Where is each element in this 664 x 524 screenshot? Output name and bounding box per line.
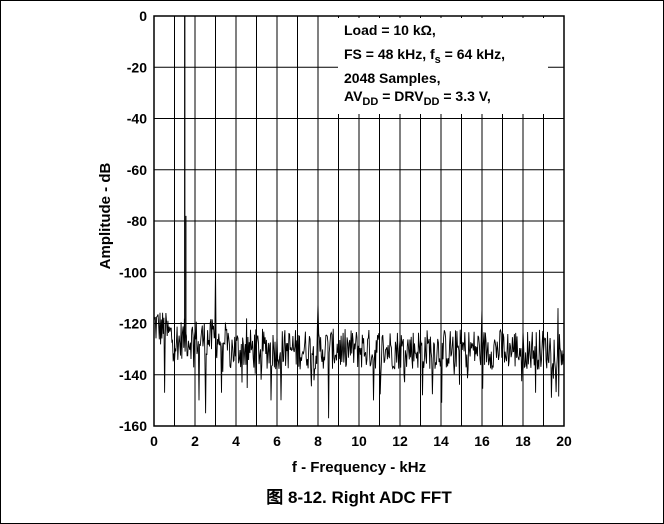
figure-caption: 图 8-12. Right ADC FFT: [266, 488, 452, 507]
y-tick-label: -120: [119, 316, 147, 332]
x-tick-label: 14: [433, 433, 449, 449]
plot-border: [153, 15, 565, 427]
x-tick-label: 18: [515, 433, 531, 449]
y-axis-title: Amplitude - dB: [97, 163, 114, 270]
x-tick-label: 6: [273, 433, 281, 449]
y-tick-label: -20: [127, 59, 147, 75]
annotation-box: Load = 10 kΩ, FS = 48 kHz, fs = 64 kHz, …: [338, 18, 548, 114]
y-tick-label: -160: [119, 418, 147, 434]
x-tick-label: 12: [392, 433, 408, 449]
x-tick-label: 20: [556, 433, 572, 449]
annotation-samples: 2048 Samples,: [344, 70, 441, 86]
y-tick-label: 0: [139, 8, 147, 24]
x-tick-label: 10: [351, 433, 367, 449]
x-tick-label: 4: [232, 433, 240, 449]
x-tick-label: 2: [191, 433, 199, 449]
annotation-load: Load = 10 kΩ,: [344, 22, 436, 38]
fft-trace: [153, 267, 565, 419]
x-tick-label: 16: [474, 433, 490, 449]
y-tick-label: -40: [127, 111, 147, 127]
y-tick-label: -60: [127, 162, 147, 178]
annotation-supply: AVDD = DRVDD = 3.3 V,: [344, 88, 491, 108]
spike-lines: [184, 16, 187, 339]
x-axis-title: f - Frequency - kHz: [292, 459, 426, 476]
y-tick-labels: 0 -20 -40 -60 -80 -100 -120 -140 -160: [119, 8, 147, 434]
y-tick-label: -100: [119, 264, 147, 280]
annotation-fs: FS = 48 kHz, fs = 64 kHz,: [344, 46, 505, 66]
y-tick-label: -140: [119, 367, 147, 383]
x-tick-label: 0: [150, 433, 158, 449]
y-tick-label: -80: [127, 213, 147, 229]
x-tick-labels: 0 2 4 6 8 10 12 14 16 18 20: [150, 433, 572, 449]
x-tick-label: 8: [314, 433, 322, 449]
